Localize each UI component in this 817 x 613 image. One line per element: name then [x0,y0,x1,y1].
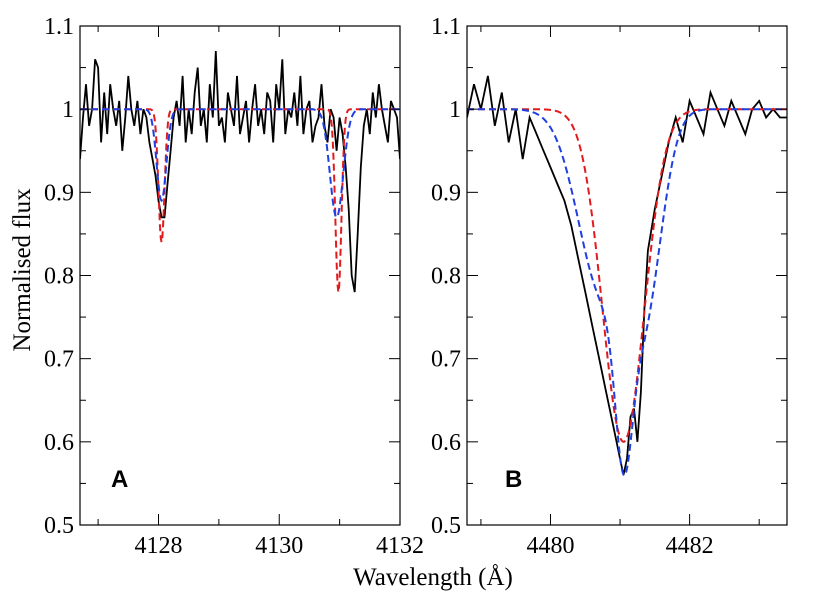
panel-letter-b: B [505,466,522,493]
series-observed [467,75,787,476]
panel-letter-a: A [111,466,128,493]
y-tick-label: 1 [62,97,74,123]
series-model-blue [467,108,787,477]
plot-area [467,75,787,477]
panel-b: 0.5 0.6 0.7 0.8 0.9 1 1.1 4480 4482 B [431,14,788,559]
series-model-red [467,108,787,443]
y-tick-label: 0.7 [44,347,74,373]
x-tick-label: 4128 [134,533,182,559]
y-tick-label: 0.9 [431,180,461,206]
y-tick-label: 1.1 [431,14,461,40]
x-axis-label: Wavelength (Å) [353,564,513,591]
y-tick-label: 0.5 [431,513,461,539]
y-tick-label: 1 [449,97,461,123]
y-tick-label: 1.1 [44,14,74,40]
x-tick-label: 4132 [376,533,424,559]
y-tick-label: 0.6 [431,430,461,456]
panel-a: 0.5 0.6 0.7 0.8 0.9 1 1.1 4128 4130 4132 A [44,14,424,559]
y-tick-label: 0.8 [44,264,74,290]
y-tick-label: 0.8 [431,264,461,290]
y-tick-label: 0.5 [44,513,74,539]
series-observed [80,50,400,293]
x-tick-label: 4130 [255,533,303,559]
y-tick-label: 0.6 [44,430,74,456]
x-tick-label: 4480 [526,533,574,559]
x-tick-label: 4482 [666,533,714,559]
series-model-blue [80,108,400,219]
y-tick-label: 0.7 [431,347,461,373]
series-model-red [80,108,400,293]
y-tick-label: 0.9 [44,180,74,206]
y-axis-label: Normalised flux [9,188,36,352]
plot-area [80,50,400,293]
